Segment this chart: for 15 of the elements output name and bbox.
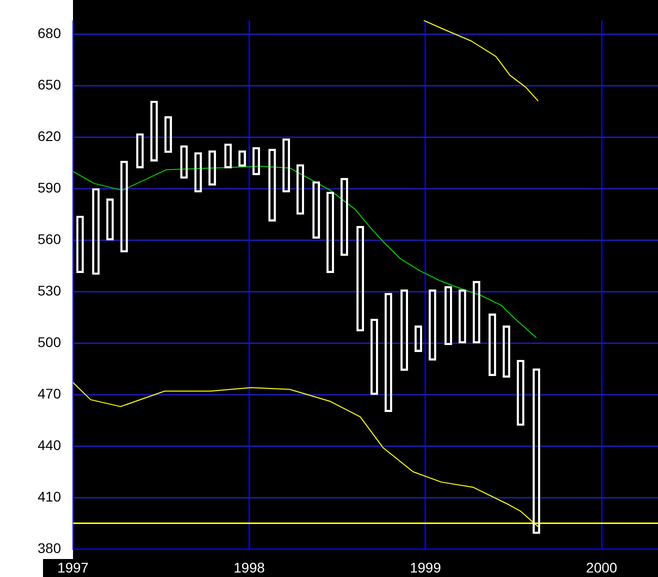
y-tick-label: 440: [38, 436, 62, 453]
y-tick-label: 680: [38, 24, 62, 41]
y-tick-label: 620: [38, 128, 62, 144]
x-tick-label: 2000: [586, 559, 618, 576]
y-tick-label: 470: [38, 385, 62, 402]
y-tick-label: 530: [38, 282, 62, 298]
y-tick-label: 590: [38, 179, 62, 196]
y-tick-label: 560: [38, 230, 62, 247]
x-tick-label: 1998: [234, 559, 265, 576]
x-tick-label: 1997: [57, 559, 89, 576]
y-tick-label: 500: [38, 334, 62, 350]
x-tick-label: 1999: [410, 559, 442, 576]
y-tick-label: 410: [38, 488, 62, 504]
y-tick-label: 380: [38, 540, 62, 556]
y-tick-label: 650: [38, 76, 62, 92]
